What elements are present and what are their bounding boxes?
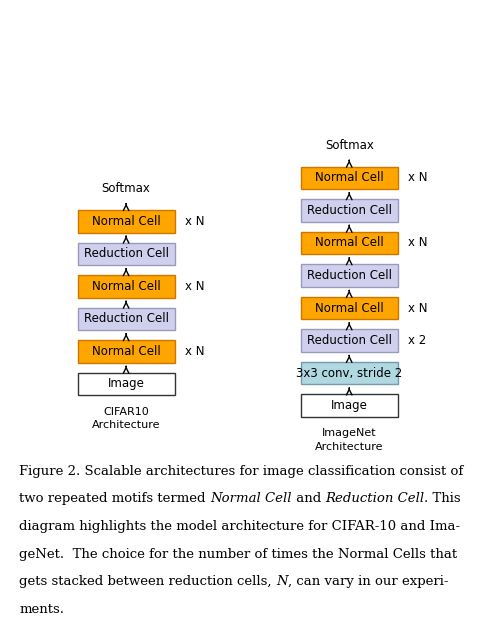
Text: Softmax: Softmax (102, 182, 150, 195)
Text: Image: Image (330, 399, 367, 412)
Text: Reduction Cell: Reduction Cell (306, 269, 391, 282)
Text: ImageNet
Architecture: ImageNet Architecture (314, 429, 383, 452)
Text: x N: x N (185, 215, 204, 228)
Text: x N: x N (408, 172, 427, 184)
FancyBboxPatch shape (77, 308, 174, 330)
Text: Normal Cell: Normal Cell (314, 302, 383, 315)
Text: Reduction Cell: Reduction Cell (83, 248, 168, 260)
Text: Figure 2. Scalable architectures for image classification consist of: Figure 2. Scalable architectures for ima… (19, 464, 463, 478)
Text: gets stacked between reduction cells,: gets stacked between reduction cells, (19, 575, 275, 588)
Text: N: N (275, 575, 287, 588)
Text: geNet.  The choice for the number of times the Normal Cells that: geNet. The choice for the number of time… (19, 548, 456, 561)
FancyBboxPatch shape (77, 210, 174, 232)
Text: Normal Cell: Normal Cell (91, 280, 160, 293)
Text: x N: x N (408, 302, 427, 315)
FancyBboxPatch shape (77, 373, 174, 395)
Text: 3x3 conv, stride 2: 3x3 conv, stride 2 (295, 367, 402, 380)
Text: and: and (291, 493, 324, 505)
FancyBboxPatch shape (300, 232, 397, 254)
Text: Normal Cell: Normal Cell (314, 172, 383, 184)
FancyBboxPatch shape (77, 275, 174, 297)
FancyBboxPatch shape (300, 394, 397, 417)
Text: diagram highlights the model architecture for CIFAR-10 and Ima-: diagram highlights the model architectur… (19, 520, 460, 533)
Text: Normal Cell: Normal Cell (91, 345, 160, 358)
Text: Image: Image (107, 378, 144, 390)
Text: . This: . This (424, 493, 460, 505)
FancyBboxPatch shape (300, 362, 397, 384)
FancyBboxPatch shape (300, 329, 397, 352)
Text: Reduction Cell: Reduction Cell (306, 204, 391, 217)
Text: x N: x N (408, 237, 427, 249)
Text: Normal Cell: Normal Cell (314, 237, 383, 249)
Text: , can vary in our experi-: , can vary in our experi- (287, 575, 447, 588)
Text: Reduction Cell: Reduction Cell (83, 313, 168, 325)
Text: Normal Cell: Normal Cell (91, 215, 160, 228)
Text: Reduction Cell: Reduction Cell (324, 493, 424, 505)
Text: two repeated motifs termed: two repeated motifs termed (19, 493, 210, 505)
Text: Normal Cell: Normal Cell (210, 493, 291, 505)
FancyBboxPatch shape (77, 340, 174, 362)
Text: Softmax: Softmax (324, 139, 373, 152)
Text: x N: x N (185, 280, 204, 293)
FancyBboxPatch shape (300, 264, 397, 286)
FancyBboxPatch shape (300, 297, 397, 319)
FancyBboxPatch shape (77, 242, 174, 265)
Text: x 2: x 2 (408, 334, 426, 347)
FancyBboxPatch shape (300, 167, 397, 189)
FancyBboxPatch shape (300, 199, 397, 221)
Text: x N: x N (185, 345, 204, 358)
Text: Reduction Cell: Reduction Cell (306, 334, 391, 347)
Text: CIFAR10
Architecture: CIFAR10 Architecture (91, 407, 160, 430)
Text: ments.: ments. (19, 603, 64, 616)
